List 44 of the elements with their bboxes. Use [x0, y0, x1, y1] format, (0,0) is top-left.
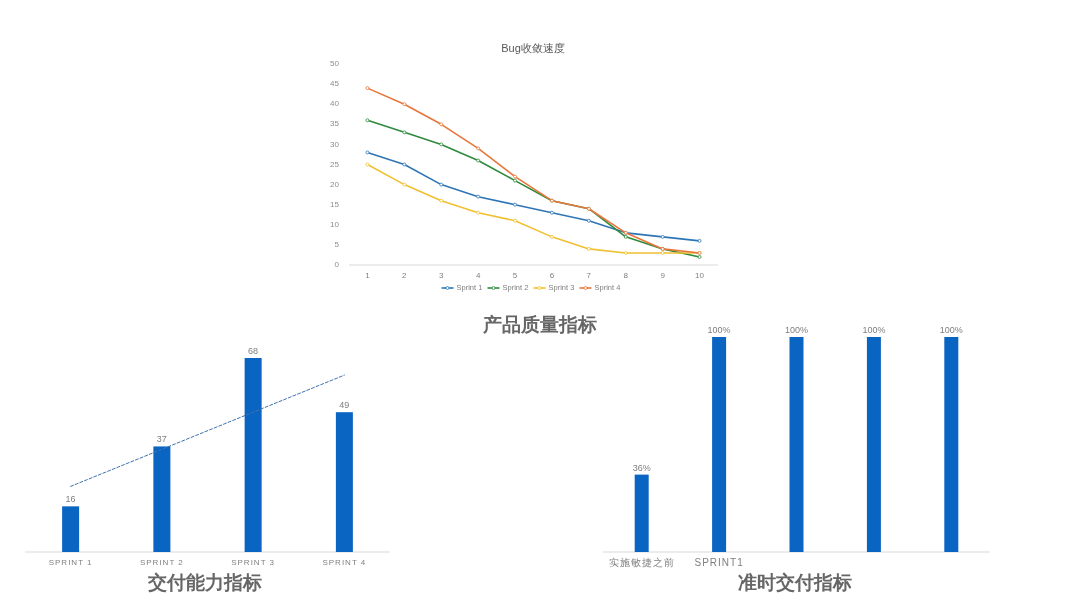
x-tick-label: 3	[439, 271, 445, 280]
data-label: 49	[339, 400, 350, 411]
data-label: 100%	[862, 325, 886, 335]
y-tick-label: 50	[330, 59, 340, 69]
y-tick-label: 5	[334, 240, 340, 250]
x-tick-label: SPRINT1	[694, 557, 744, 568]
data-label: 68	[248, 346, 259, 356]
data-label: 36%	[632, 462, 651, 473]
y-tick-label: 15	[330, 199, 340, 209]
bar	[244, 358, 262, 552]
text: 准时交付指标	[738, 572, 852, 593]
text: 产品质量指标	[482, 314, 597, 335]
data-label: 37	[156, 434, 167, 445]
data-label: 16	[65, 494, 76, 505]
chart-title: Bug收敛速度	[501, 42, 565, 54]
y-tick-label: 0	[334, 260, 340, 270]
bar	[153, 446, 171, 552]
x-tick-label: 6	[549, 271, 555, 280]
x-tick-label: SPRINT 3	[231, 558, 276, 567]
text: 交付能力指标	[147, 572, 262, 593]
y-tick-label: 20	[330, 179, 340, 189]
y-tick-label: 45	[330, 79, 340, 89]
x-tick-label: 实施敏捷之前	[608, 557, 675, 568]
bar	[62, 506, 80, 552]
x-tick-label: 8	[623, 271, 629, 280]
y-tick-label: 35	[330, 119, 340, 129]
x-tick-label: 9	[660, 271, 666, 280]
bar	[335, 412, 353, 552]
x-tick-label: 4	[475, 271, 481, 280]
x-tick-label: 1	[365, 271, 371, 280]
y-tick-label: 40	[330, 99, 340, 109]
y-tick-label: 30	[330, 139, 340, 149]
y-tick-label: 25	[330, 159, 340, 169]
y-tick-label: 10	[330, 219, 340, 229]
x-tick-label: SPRINT 1	[48, 558, 93, 567]
x-tick-label: 10	[695, 271, 705, 280]
x-tick-label: 2	[402, 271, 408, 280]
x-tick-label: 5	[512, 271, 518, 280]
x-tick-label: SPRINT 2	[139, 558, 184, 567]
data-label: 100%	[939, 325, 963, 335]
data-label: 100%	[707, 325, 731, 335]
x-tick-label: SPRINT 4	[322, 558, 367, 567]
x-tick-label: 7	[586, 271, 592, 280]
data-label: 100%	[784, 325, 809, 335]
